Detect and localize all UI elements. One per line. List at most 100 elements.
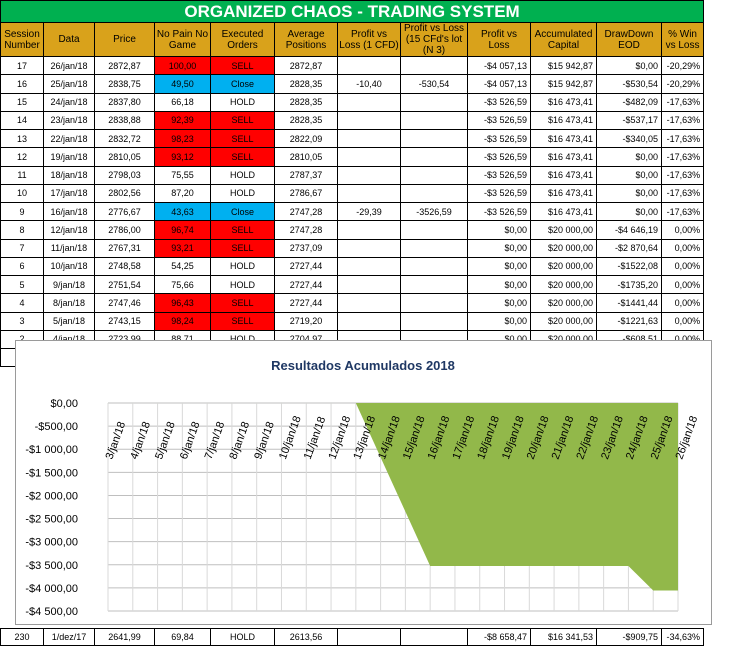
cell-drawdown[interactable]: -$1441,44: [596, 293, 662, 313]
cell-order[interactable]: HOLD: [210, 92, 275, 112]
cell-date[interactable]: 23/jan/18: [43, 110, 95, 131]
cell-capital[interactable]: $16 341,53: [530, 628, 597, 646]
cell-pl1[interactable]: [337, 110, 401, 131]
cell-pl1[interactable]: [337, 183, 401, 204]
cell-order[interactable]: Close: [210, 201, 275, 222]
cell-npng[interactable]: 98,24: [154, 311, 211, 331]
cell-order[interactable]: HOLD: [210, 628, 275, 646]
cell-date[interactable]: 16/jan/18: [43, 201, 95, 222]
cell-drawdown[interactable]: -$1522,08: [596, 256, 662, 277]
cell-win[interactable]: 0,00%: [660, 274, 705, 295]
cell-price[interactable]: 2748,58: [94, 256, 155, 277]
cell-avg[interactable]: 2872,87: [274, 55, 338, 76]
cell-order[interactable]: HOLD: [210, 165, 275, 185]
cell-date[interactable]: 11/jan/18: [43, 238, 95, 258]
sheet-title[interactable]: ORGANIZED CHAOS - TRADING SYSTEM: [0, 0, 705, 23]
cell-avg[interactable]: 2727,44: [274, 274, 338, 295]
cell-order[interactable]: SELL: [210, 311, 275, 331]
cell-price[interactable]: 2776,67: [94, 201, 155, 222]
cell-price[interactable]: 2767,31: [94, 238, 155, 258]
cell-avg[interactable]: 2828,35: [274, 110, 338, 131]
cell-win[interactable]: -17,63%: [660, 92, 705, 112]
cell-win[interactable]: -17,63%: [660, 110, 705, 131]
cell-capital[interactable]: $20 000,00: [530, 274, 597, 295]
cell-date[interactable]: 1/dez/17: [43, 628, 95, 646]
cell-pl[interactable]: $0,00: [467, 220, 531, 240]
cell-session[interactable]: 17: [0, 55, 44, 76]
cell-price[interactable]: 2810,05: [94, 147, 155, 167]
cell-session[interactable]: 9: [0, 201, 44, 222]
cell-npng[interactable]: 54,25: [154, 256, 211, 277]
column-header[interactable]: Price: [94, 22, 155, 57]
cell-session[interactable]: 13: [0, 128, 44, 149]
cell-pl[interactable]: $0,00: [467, 311, 531, 331]
cell-price[interactable]: 2751,54: [94, 274, 155, 295]
column-header[interactable]: Profit vs Loss (15 CFd's lot (N 3): [400, 22, 468, 57]
cell-order[interactable]: SELL: [210, 55, 275, 76]
cell-pl[interactable]: -$3 526,59: [467, 201, 531, 222]
cell-drawdown[interactable]: -$537,17: [596, 110, 662, 131]
cell-pl15[interactable]: [400, 92, 468, 112]
cell-pl15[interactable]: [400, 238, 468, 258]
cell-pl1[interactable]: -10,40: [337, 74, 401, 94]
cell-pl15[interactable]: [400, 628, 468, 646]
cell-drawdown[interactable]: -$1735,20: [596, 274, 662, 295]
column-header[interactable]: Session Number: [0, 22, 44, 57]
cell-capital[interactable]: $20 000,00: [530, 220, 597, 240]
cell-pl[interactable]: $0,00: [467, 293, 531, 313]
cell-drawdown[interactable]: -$4 646,19: [596, 220, 662, 240]
cell-win[interactable]: 0,00%: [660, 311, 705, 331]
cell-date[interactable]: 25/jan/18: [43, 74, 95, 94]
column-header[interactable]: % Win vs Loss: [660, 22, 705, 57]
cell-avg[interactable]: 2810,05: [274, 147, 338, 167]
cell-session[interactable]: 4: [0, 293, 44, 313]
cell-pl15[interactable]: [400, 110, 468, 131]
cell-win[interactable]: -17,63%: [660, 147, 705, 167]
column-header[interactable]: Accumulated Capital: [530, 22, 597, 57]
cell-session[interactable]: 7: [0, 238, 44, 258]
cell-drawdown[interactable]: $0,00: [596, 165, 662, 185]
cell-session[interactable]: 10: [0, 183, 44, 204]
cell-date[interactable]: 24/jan/18: [43, 92, 95, 112]
cell-session[interactable]: 16: [0, 74, 44, 94]
cell-avg[interactable]: 2786,67: [274, 183, 338, 204]
cell-npng[interactable]: 93,12: [154, 147, 211, 167]
cell-order[interactable]: SELL: [210, 220, 275, 240]
cell-capital[interactable]: $16 473,41: [530, 147, 597, 167]
cell-price[interactable]: 2743,15: [94, 311, 155, 331]
cell-pl15[interactable]: [400, 165, 468, 185]
column-header[interactable]: Data: [43, 22, 95, 57]
cell-order[interactable]: HOLD: [210, 256, 275, 277]
cell-capital[interactable]: $20 000,00: [530, 256, 597, 277]
cell-pl1[interactable]: [337, 274, 401, 295]
cell-order[interactable]: SELL: [210, 110, 275, 131]
cell-price[interactable]: 2747,46: [94, 293, 155, 313]
cell-session[interactable]: 12: [0, 147, 44, 167]
cell-drawdown[interactable]: $0,00: [596, 201, 662, 222]
cell-session[interactable]: 5: [0, 274, 44, 295]
cell-capital[interactable]: $16 473,41: [530, 92, 597, 112]
cell-pl1[interactable]: [337, 147, 401, 167]
cell-session[interactable]: 6: [0, 256, 44, 277]
column-header[interactable]: No Pain No Game: [154, 22, 211, 57]
cell-date[interactable]: 5/jan/18: [43, 311, 95, 331]
cell-pl1[interactable]: [337, 92, 401, 112]
cell-capital[interactable]: $20 000,00: [530, 311, 597, 331]
cell-capital[interactable]: $16 473,41: [530, 110, 597, 131]
cell-drawdown[interactable]: -$530,54: [596, 74, 662, 94]
cell-pl1[interactable]: -29,39: [337, 201, 401, 222]
cell-win[interactable]: 0,00%: [660, 238, 705, 258]
cell-npng[interactable]: 98,23: [154, 128, 211, 149]
cell-capital[interactable]: $20 000,00: [530, 238, 597, 258]
cell-win[interactable]: -17,63%: [660, 128, 705, 149]
cell-pl1[interactable]: [337, 220, 401, 240]
cell-pl1[interactable]: [337, 293, 401, 313]
cell-order[interactable]: HOLD: [210, 274, 275, 295]
cell-date[interactable]: 17/jan/18: [43, 183, 95, 204]
cell-pl15[interactable]: [400, 311, 468, 331]
cell-pl[interactable]: -$3 526,59: [467, 128, 531, 149]
cell-pl[interactable]: -$3 526,59: [467, 165, 531, 185]
cell-pl[interactable]: -$3 526,59: [467, 110, 531, 131]
cell-pl15[interactable]: [400, 220, 468, 240]
cell-order[interactable]: SELL: [210, 128, 275, 149]
